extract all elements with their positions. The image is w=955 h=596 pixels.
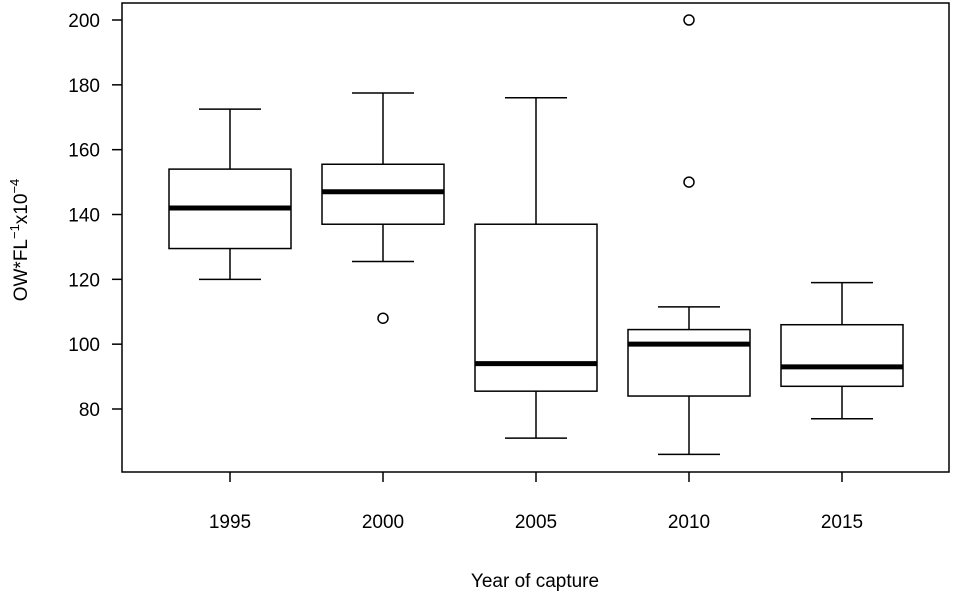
y-tick-label: 80: [79, 400, 100, 421]
box-2010: [627, 14, 751, 456]
y-axis-title-mid: x10: [11, 194, 32, 225]
iqr-box: [627, 328, 751, 397]
iqr-box: [474, 223, 598, 392]
x-tick-label: 2005: [515, 512, 557, 533]
box-2015: [780, 281, 904, 420]
y-tick-label: 120: [68, 270, 100, 291]
iqr-box: [780, 323, 904, 388]
x-tick-label: 2010: [668, 512, 710, 533]
y-tick-label: 140: [68, 206, 100, 227]
x-axis-title: Year of capture: [471, 571, 599, 592]
outlier-point: [377, 312, 389, 324]
outlier-point: [683, 176, 695, 188]
y-tick-label: 180: [68, 76, 100, 97]
x-tick-label: 2000: [362, 512, 404, 533]
y-tick-label: 160: [68, 141, 100, 162]
boxes: [168, 14, 904, 456]
x-tick-label: 1995: [209, 512, 251, 533]
y-axis-title: OW*FL−1x10−4: [7, 179, 32, 302]
y-axis-title-sup1: −1: [7, 224, 22, 239]
y-axis-title-sup2: −4: [7, 179, 22, 194]
outlier-point: [683, 14, 695, 26]
box-2005: [474, 97, 598, 439]
y-tick-label: 200: [68, 11, 100, 32]
x-tick-label: 2015: [821, 512, 863, 533]
x-axis: 1995 2000 2005 2010 2015: [209, 472, 863, 533]
box-1995: [168, 108, 292, 281]
y-axis-title-base: OW*FL: [11, 239, 32, 301]
y-axis: 80 100 120 140 160 180 200: [68, 11, 122, 421]
box-2000: [321, 92, 445, 324]
y-tick-label: 100: [68, 335, 100, 356]
